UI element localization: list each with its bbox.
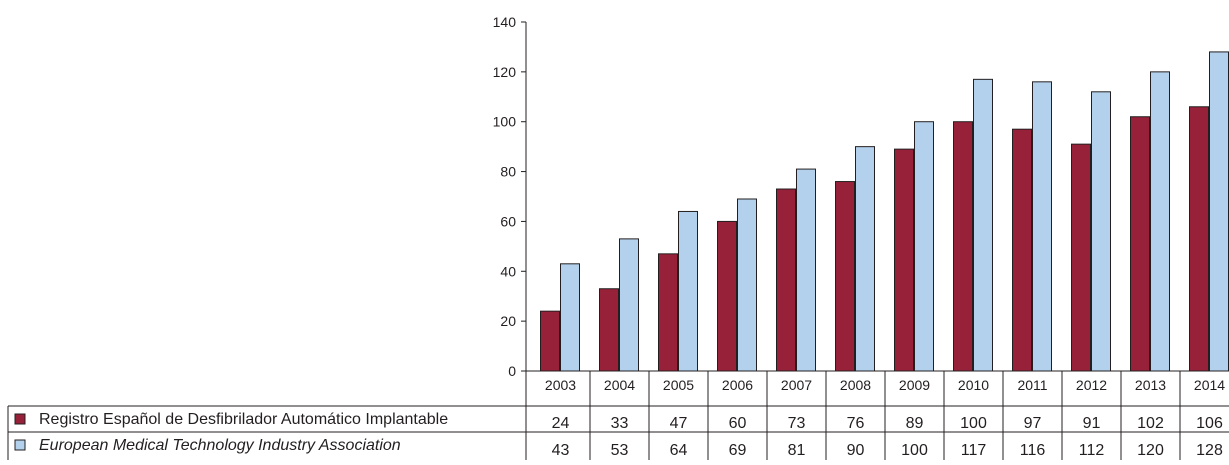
bar-eucomed-2004 [619,238,639,372]
y-tick-label: 60 [500,213,516,229]
bar-registro-2012 [1071,143,1091,372]
bar-eucomed-2010 [973,78,993,372]
bar-eucomed-2014 [1209,51,1229,372]
x-tick-label: 2011 [1017,377,1047,393]
bar-eucomed-2003 [560,263,580,372]
table-cell-value: 33 [611,415,629,432]
y-tick-label: 100 [493,114,517,130]
table-cell-value: 60 [729,415,747,432]
bar-eucomed-2007 [796,168,816,372]
table-cell-value: 73 [788,415,806,432]
bar-eucomed-2009 [914,121,934,372]
x-tick-label: 2012 [1076,377,1107,393]
bar-registro-2004 [599,288,619,372]
x-tick-label: 2005 [663,377,694,393]
y-tick-label: 0 [508,363,516,379]
x-tick-label: 2014 [1194,377,1225,393]
table-cell-value: 112 [1079,442,1105,459]
bar-registro-2011 [1012,128,1032,372]
table-cell-value: 76 [847,415,865,432]
legend-label: Registro Español de Desfibrilador Automá… [39,411,448,428]
bar-eucomed-2006 [737,198,757,372]
table-cell-value: 47 [670,415,688,432]
bar-layer [540,51,1229,372]
table-cell-value: 128 [1196,442,1223,459]
y-tick-label: 40 [500,263,516,279]
table-cell-value: 120 [1137,442,1164,459]
bar-registro-2013 [1130,116,1150,372]
table-cell-value: 24 [552,415,570,432]
bar-registro-2007 [776,188,796,372]
table-cell-value: 43 [552,442,570,459]
bar-eucomed-2005 [678,210,698,372]
table-cell-value: 53 [611,442,629,459]
bar-registro-2009 [894,148,914,372]
table-cell-value: 100 [960,415,987,432]
data-table: 2003 2004 2005 2006 2007 2008 2009 2010 2011 2012… [7,370,1229,460]
y-tick-label: 20 [500,313,516,329]
x-tick-label: 2003 [545,377,576,393]
bar-eucomed-2008 [855,146,875,372]
table-cell-value: 91 [1083,415,1101,432]
table-cell-value: 106 [1196,415,1223,432]
table-cell-value: 97 [1024,415,1042,432]
table-cell-value: 81 [788,442,806,459]
x-tick-label: 2007 [781,377,812,393]
bar-registro-2006 [717,220,737,372]
axis-layer: 0 20 40 60 80 100 120 140 [493,14,527,379]
x-tick-label: 2010 [958,377,989,393]
x-tick-label: 2008 [840,377,871,393]
legend-swatch [14,413,26,425]
bar-registro-2005 [658,253,678,372]
bar-eucomed-2013 [1150,71,1170,372]
bar-eucomed-2012 [1091,91,1111,372]
y-tick-label: 140 [493,14,517,30]
y-tick-label: 120 [493,64,517,80]
table-cell-value: 64 [670,442,688,459]
bar-eucomed-2011 [1032,81,1052,372]
bar-registro-2010 [953,121,973,372]
table-cell-value: 89 [906,415,924,432]
table-cell-value: 90 [847,442,865,459]
bar-registro-2014 [1189,106,1209,372]
table-cell-value: 116 [1020,442,1046,459]
x-tick-label: 2013 [1135,377,1166,393]
table-cell-value: 69 [729,442,747,459]
x-tick-label: 2006 [722,377,753,393]
legend-swatch [14,439,26,451]
table-cell-value: 100 [901,442,928,459]
bar-registro-2008 [835,181,855,372]
y-tick-label: 80 [500,164,516,180]
x-tick-label: 2009 [899,377,930,393]
table-cell-value: 117 [961,442,987,459]
x-tick-label: 2004 [604,377,635,393]
table-cell-value: 102 [1137,415,1164,432]
legend-label: European Medical Technology Industry Ass… [39,437,401,454]
bar-registro-2003 [540,310,560,372]
